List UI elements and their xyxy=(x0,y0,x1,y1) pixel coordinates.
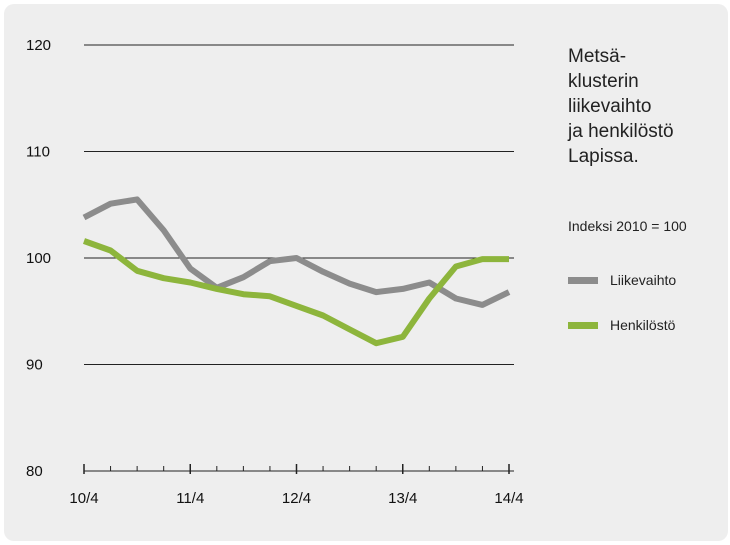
legend-swatch-henkilosto xyxy=(568,321,598,329)
chart-subtitle: Indeksi 2010 = 100 xyxy=(568,218,687,234)
chart-panel: 80 90 100 110 120 10/4 11/4 12/4 13/4 14/4 Metsä… xyxy=(4,4,728,541)
y-tick-label-110: 110 xyxy=(26,144,50,161)
x-ticks: 10/4 11/4 12/4 13/4 14/4 xyxy=(69,464,524,507)
y-tick-label-120: 120 xyxy=(26,37,51,54)
legend-item-henkilosto: Henkilöstö xyxy=(568,315,675,335)
x-tick-label-10/4: 10/4 xyxy=(69,490,98,507)
line-chart: 80 90 100 110 120 10/4 11/4 12/4 13/4 14/4 xyxy=(26,37,524,507)
x-tick-label-11/4: 11/4 xyxy=(176,490,204,507)
legend-item-liikevaihto: Liikevaihto xyxy=(568,270,676,290)
y-tick-label-100: 100 xyxy=(26,250,51,267)
series-line-henkilosto xyxy=(82,238,509,347)
x-tick-label-12/4: 12/4 xyxy=(282,490,311,507)
x-tick-label-13/4: 13/4 xyxy=(388,490,417,507)
chart-title: Metsä- klusterin liikevaihto ja henkilös… xyxy=(568,46,674,167)
y-tick-label-90: 90 xyxy=(26,357,43,374)
legend-label-liikevaihto: Liikevaihto xyxy=(610,272,677,288)
legend-swatch-liikevaihto xyxy=(568,276,598,284)
y-tick-labels: 80 90 100 110 120 xyxy=(26,37,51,480)
x-tick-label-14/4: 14/4 xyxy=(494,490,523,507)
series-lines xyxy=(82,196,511,347)
legend-label-henkilosto: Henkilöstö xyxy=(610,317,676,333)
y-tick-label-80: 80 xyxy=(26,463,43,480)
series-line-liikevaihto xyxy=(82,196,511,308)
